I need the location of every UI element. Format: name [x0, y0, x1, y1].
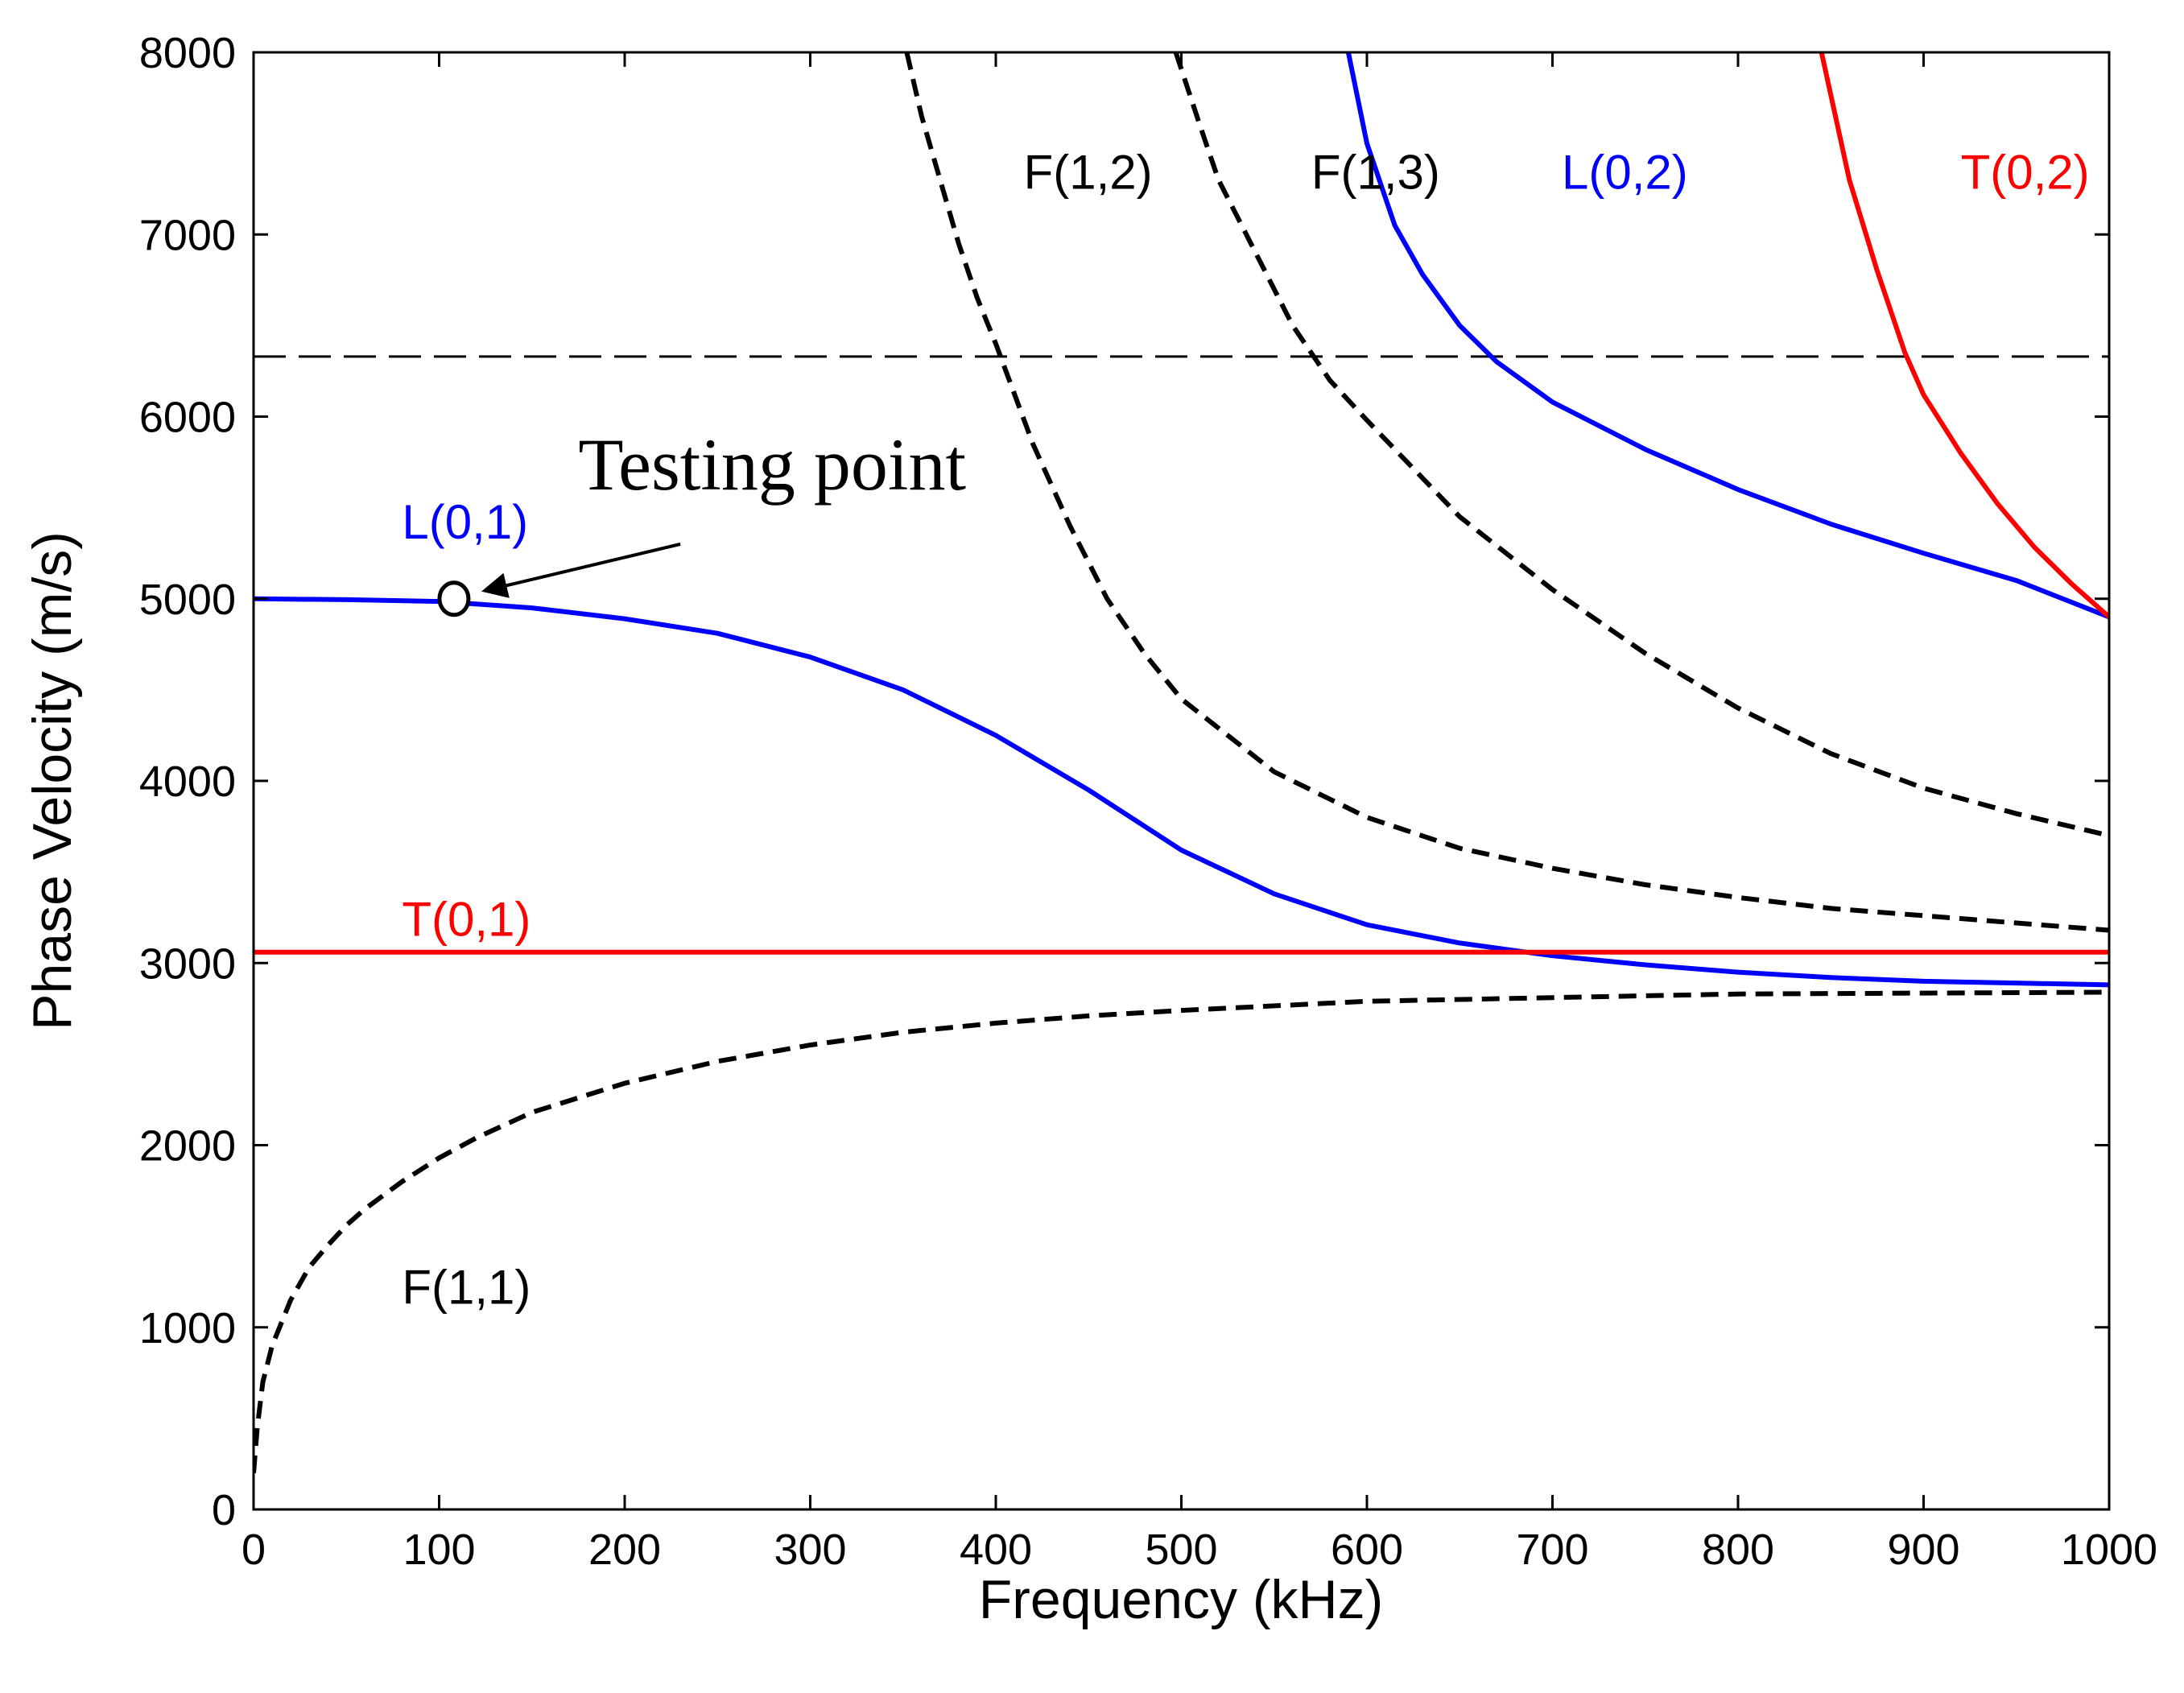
series-line-t-0-2 — [1819, 52, 2109, 620]
series-line-f-1-2 — [904, 52, 2109, 933]
y-tick-label-1000: 1000 — [139, 1304, 236, 1352]
y-tick-label-2000: 2000 — [139, 1122, 236, 1171]
curve-label-t-0-2: T(0,2) — [1961, 146, 2090, 200]
x-tick-label-100: 100 — [403, 1526, 475, 1574]
y-tick-label-3000: 3000 — [139, 939, 236, 988]
y-tick-label-4000: 4000 — [139, 758, 236, 806]
x-tick-label-400: 400 — [960, 1526, 1032, 1574]
x-tick-label-800: 800 — [1702, 1526, 1774, 1574]
x-tick-label-900: 900 — [1887, 1526, 1959, 1574]
curve-label-l-0-2: L(0,2) — [1562, 146, 1688, 200]
y-tick-label-0: 0 — [212, 1486, 236, 1534]
y-tick-label-7000: 7000 — [139, 211, 236, 259]
x-tick-label-200: 200 — [588, 1526, 661, 1574]
curve-label-f-1-3: F(1,3) — [1311, 146, 1440, 200]
series-line-l-0-2 — [1345, 52, 2109, 620]
y-tick-label-8000: 8000 — [139, 29, 236, 77]
testing-point-marker — [437, 580, 471, 617]
curve-labels-layer: L(0,1) L(0,2) T(0,1) T(0,2) F(1,1) F(1,2) F(1,… — [402, 146, 2089, 1315]
x-tick-label-600: 600 — [1331, 1526, 1403, 1574]
plot-frame — [252, 51, 2111, 1511]
y-tick-label-5000: 5000 — [139, 576, 236, 624]
testing-point-arrow — [481, 542, 681, 598]
x-tick-label-300: 300 — [774, 1526, 846, 1574]
testing-point-label: Testing point — [578, 423, 966, 506]
y-axis-title: Phase Velocity (m/s) — [22, 531, 83, 1030]
annotation-layer: Testing point — [437, 423, 966, 617]
curve-label-t-0-1: T(0,1) — [402, 892, 531, 946]
curves-layer — [254, 52, 2109, 1474]
series-line-f-1-3 — [1173, 52, 2109, 838]
x-tick-label-700: 700 — [1516, 1526, 1588, 1574]
series-line-f-1-1 — [254, 989, 2109, 1474]
curve-label-f-1-2: F(1,2) — [1024, 146, 1153, 200]
x-tick-label-1000: 1000 — [2061, 1526, 2157, 1574]
curve-label-l-0-1: L(0,1) — [402, 495, 528, 549]
x-tick-label-0: 0 — [242, 1526, 266, 1574]
curve-label-f-1-1: F(1,1) — [402, 1260, 531, 1314]
ticks-layer: 0 100 200 300 400 500 600 700 800 900 1000 0 1000 200… — [139, 29, 2157, 1574]
y-tick-label-6000: 6000 — [139, 394, 236, 442]
x-axis-title: Frequency (kHz) — [979, 1569, 1384, 1630]
x-tick-label-500: 500 — [1145, 1526, 1217, 1574]
series-line-l-0-1 — [254, 596, 2109, 988]
